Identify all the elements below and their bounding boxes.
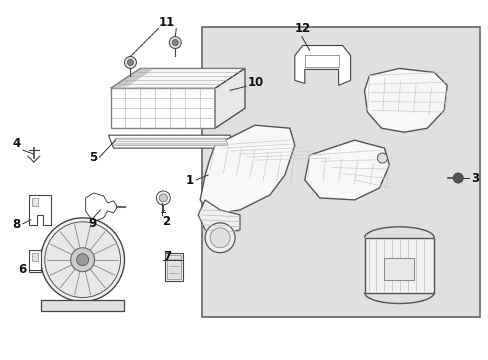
- Circle shape: [210, 228, 229, 248]
- Polygon shape: [294, 45, 350, 85]
- Polygon shape: [112, 138, 227, 145]
- Bar: [29, 250, 41, 272]
- Bar: [167, 255, 181, 279]
- Text: 10: 10: [247, 76, 264, 89]
- Polygon shape: [215, 68, 244, 128]
- Circle shape: [71, 248, 94, 272]
- Circle shape: [156, 191, 170, 205]
- Bar: [202, 27, 479, 318]
- Polygon shape: [85, 193, 117, 221]
- Circle shape: [377, 153, 386, 163]
- Circle shape: [159, 194, 167, 202]
- Circle shape: [77, 254, 88, 266]
- Circle shape: [172, 40, 178, 45]
- Polygon shape: [110, 68, 244, 88]
- Text: 3: 3: [470, 171, 478, 185]
- Text: 5: 5: [89, 150, 98, 163]
- Text: 11: 11: [159, 16, 175, 29]
- Circle shape: [127, 59, 133, 66]
- Polygon shape: [110, 88, 215, 128]
- Circle shape: [45, 222, 120, 298]
- Text: 8: 8: [13, 218, 21, 231]
- Text: 2: 2: [162, 215, 170, 228]
- Circle shape: [205, 223, 235, 253]
- Text: 7: 7: [163, 250, 171, 263]
- Text: 1: 1: [186, 174, 194, 186]
- Bar: [384, 258, 413, 280]
- Text: 6: 6: [19, 263, 27, 276]
- Bar: [165, 253, 183, 280]
- Polygon shape: [364, 68, 447, 132]
- Polygon shape: [108, 135, 235, 148]
- Bar: [364, 238, 433, 293]
- Text: 12: 12: [294, 22, 310, 35]
- Circle shape: [41, 218, 124, 302]
- Polygon shape: [200, 125, 294, 215]
- Circle shape: [124, 57, 136, 68]
- Circle shape: [169, 37, 181, 49]
- Bar: [41, 300, 124, 311]
- Text: 4: 4: [13, 137, 21, 150]
- Bar: [32, 253, 38, 261]
- Polygon shape: [29, 195, 51, 225]
- Polygon shape: [304, 140, 388, 200]
- Circle shape: [452, 173, 462, 183]
- Polygon shape: [198, 200, 240, 235]
- Bar: [32, 198, 38, 206]
- Text: 9: 9: [88, 217, 97, 230]
